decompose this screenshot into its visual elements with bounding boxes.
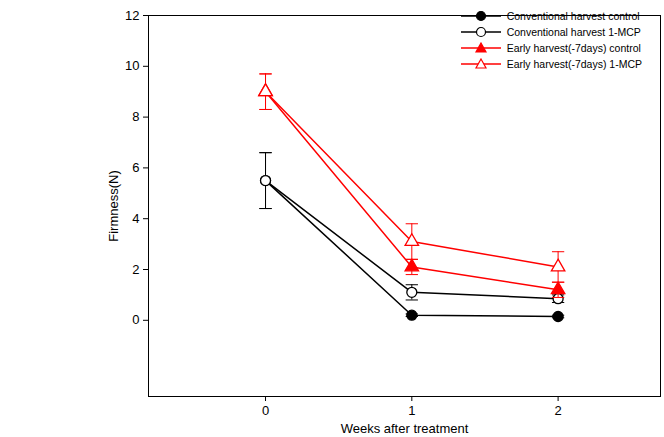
html-text:Conventional harvest 1-MCP: Conventional harvest 1-MCP <box>506 26 641 38</box>
svg-text:2: 2 <box>554 403 561 418</box>
svg-text:0: 0 <box>132 312 139 327</box>
svg-text:6: 6 <box>132 160 139 175</box>
svg-text:Weeks after treatment: Weeks after treatment <box>341 421 469 436</box>
html-text:Early harvest(-7days) control: Early harvest(-7days) control <box>506 42 641 54</box>
svg-text:8: 8 <box>132 109 139 124</box>
svg-text:10: 10 <box>125 58 139 73</box>
svg-text:Firmness(N): Firmness(N) <box>106 170 121 242</box>
svg-text:12: 12 <box>125 8 139 23</box>
svg-text:1: 1 <box>408 403 415 418</box>
html-text:Conventional harvest control: Conventional harvest control <box>506 10 640 22</box>
svg-text:0: 0 <box>262 403 269 418</box>
html-text:Early harvest(-7days) 1-MCP: Early harvest(-7days) 1-MCP <box>506 58 642 70</box>
svg-text:4: 4 <box>132 211 139 226</box>
svg-text:2: 2 <box>132 262 139 277</box>
